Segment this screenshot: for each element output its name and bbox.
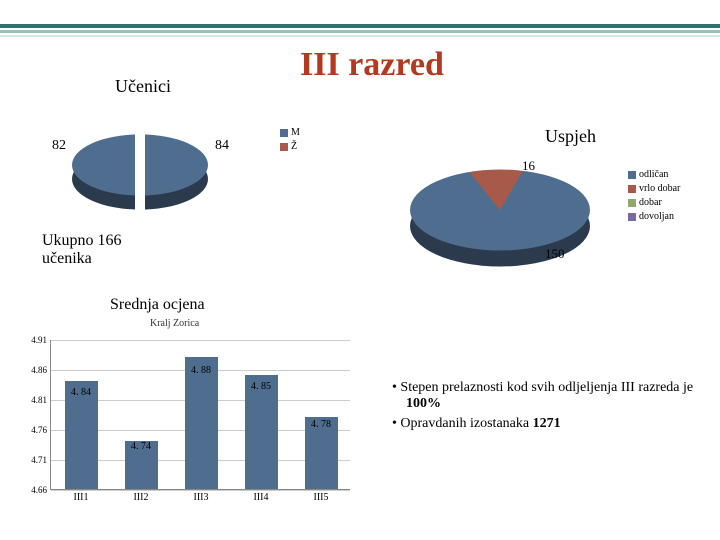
legend-item: vrlo dobar [628,182,680,196]
pie-left-value-right: 84 [215,138,229,154]
x-axis-label: III2 [134,489,149,503]
bar-value-label: 4. 74 [131,441,151,452]
y-axis-label: 4.91 [31,335,51,345]
legend-item: dovoljan [628,210,680,224]
y-axis-label: 4.71 [31,455,51,465]
legend-label: vrlo dobar [639,182,680,196]
pie-right [410,120,590,300]
y-axis-label: 4.66 [31,485,51,495]
pie-right-value-1: 150 [545,246,565,262]
bar-value-label: 4. 84 [71,387,91,398]
x-axis-label: III4 [254,489,269,503]
bar-chart-subtitle: Kralj Zorica [150,318,199,329]
decorative-rule [0,24,720,28]
pie-left-total: Ukupno 166 učenika [42,232,122,268]
legend-swatch [628,171,636,179]
legend-label: dovoljan [639,210,674,224]
legend-swatch [628,185,636,193]
legend-item: odličan [628,168,680,182]
gridline [51,340,350,341]
legend-swatch [280,143,288,151]
decorative-rule [0,35,720,37]
legend-label: dobar [639,196,662,210]
y-axis-label: 4.81 [31,395,51,405]
pie-left-title: Učenici [115,76,171,97]
bar-chart: 4.664.714.764.814.864.914. 84III14. 74II… [50,340,350,490]
x-axis-label: III1 [74,489,89,503]
y-axis-label: 4.86 [31,365,51,375]
bar-chart-title: Srednja ocjena [110,296,205,314]
notes-item: Opravdanih izostanaka 1271 [392,416,702,432]
bar-value-label: 4. 88 [191,365,211,376]
pie-right-value-0: 16 [522,158,535,174]
legend-label: Ž [291,140,297,154]
legend-label: odličan [639,168,668,182]
bar-value-label: 4. 78 [311,419,331,430]
notes-list: Stepen prelaznosti kod svih odljeljenja … [392,380,702,436]
y-axis-label: 4.76 [31,425,51,435]
legend-item: Ž [280,140,300,154]
pie-left [72,97,208,233]
notes-item: Stepen prelaznosti kod svih odljeljenja … [392,380,702,412]
bar-value-label: 4. 85 [251,381,271,392]
legend-swatch [628,199,636,207]
legend-item: dobar [628,196,680,210]
pie-right-legend: odličanvrlo dobardobardovoljan [628,168,680,224]
x-axis-label: III3 [194,489,209,503]
bar [185,357,218,489]
pie-left-value-left: 82 [52,138,66,154]
decorative-rule [0,30,720,33]
legend-label: M [291,126,300,140]
x-axis-label: III5 [314,489,329,503]
legend-swatch [628,213,636,221]
legend-item: M [280,126,300,140]
page-title: III razred [300,46,444,84]
legend-swatch [280,129,288,137]
pie-left-legend: MŽ [280,126,300,154]
